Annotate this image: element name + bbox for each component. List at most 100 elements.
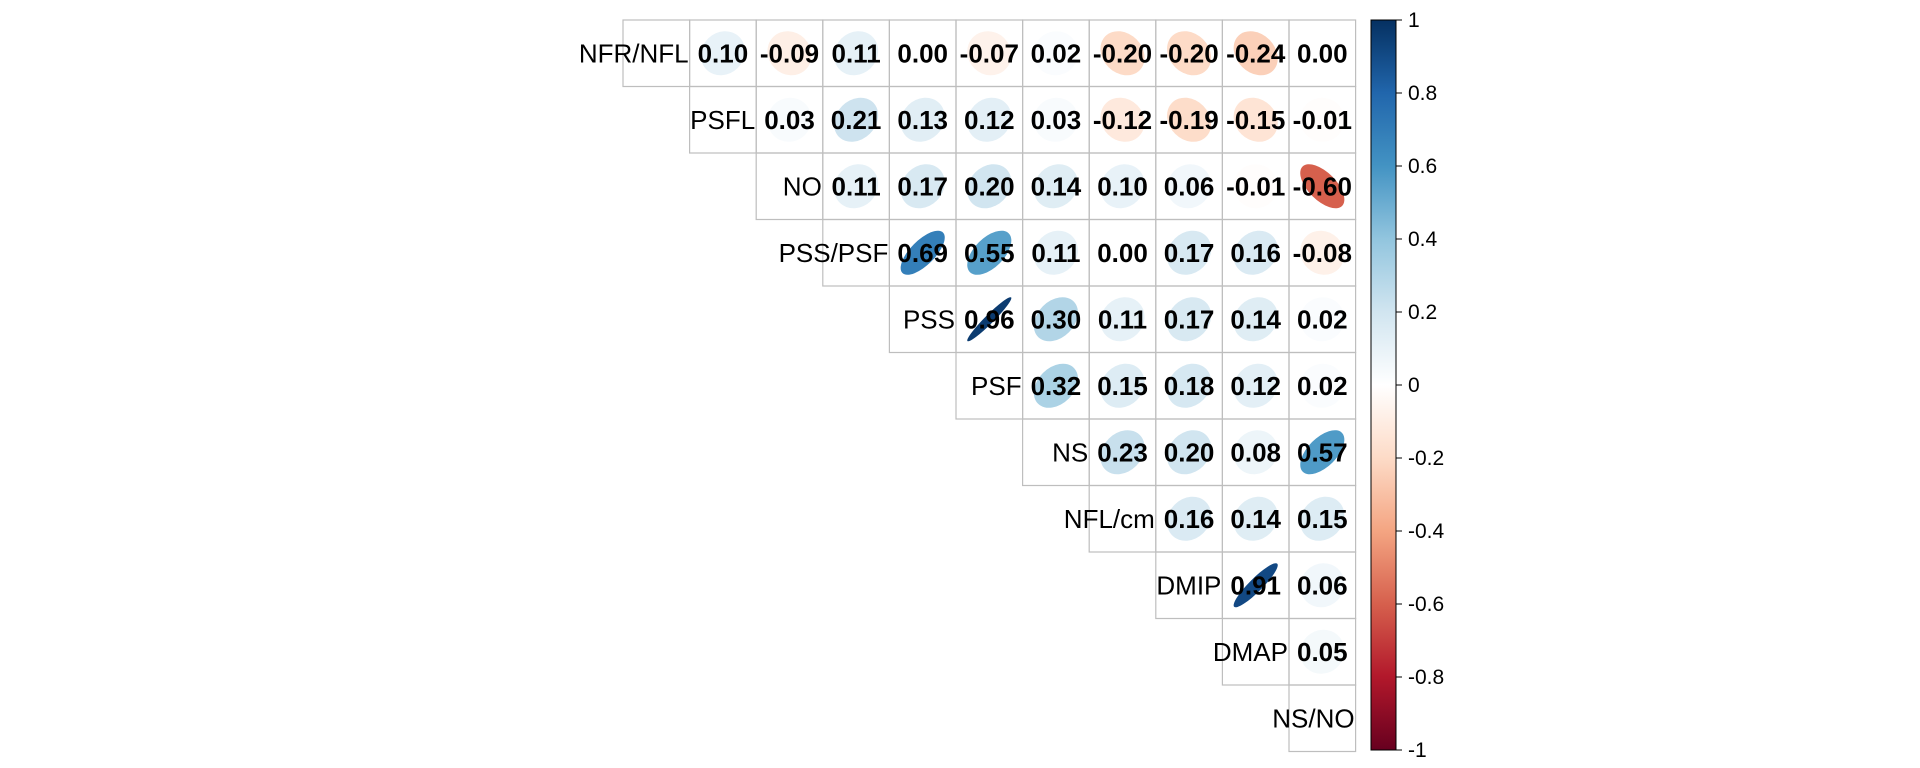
correlation-value-label: 0.02 — [1297, 304, 1348, 334]
variable-label: DMIP — [1156, 570, 1221, 600]
correlation-ellipse — [1033, 97, 1078, 142]
correlation-value-label: -0.24 — [1226, 38, 1286, 68]
correlation-ellipse — [1100, 430, 1145, 475]
correlation-value-label: 0.32 — [1031, 371, 1082, 401]
colorbar-tick-label: -0.2 — [1408, 447, 1444, 470]
correlation-ellipse — [1233, 430, 1278, 475]
correlation-ellipse — [1167, 31, 1212, 76]
correlation-value-label: 0.11 — [1031, 238, 1080, 268]
correlation-ellipse — [1167, 97, 1212, 142]
correlation-ellipse — [834, 97, 879, 142]
colorbar-tick-label: 1 — [1408, 9, 1420, 32]
correlation-value-label: 0.08 — [1230, 437, 1281, 467]
correlation-value-label: 0.00 — [1097, 238, 1148, 268]
correlation-ellipse — [967, 230, 1012, 275]
colorbar-gradient — [1370, 19, 1397, 751]
correlation-ellipse — [1300, 563, 1345, 608]
variable-label: PSS/PSF — [779, 238, 889, 268]
colorbar: 1 0.8 0.6 0.4 0.2 0 -0.2 -0.4 -0.6 -0.8 -1 — [1370, 9, 1445, 762]
correlation-value-label: 0.13 — [897, 105, 948, 135]
variable-label: PSS — [903, 304, 955, 334]
correlation-value-label: 0.18 — [1164, 371, 1215, 401]
correlation-ellipse — [1233, 31, 1278, 76]
correlation-value-label: 0.23 — [1097, 437, 1148, 467]
colorbar-tick-label: 0.4 — [1408, 228, 1438, 251]
matrix-grid — [622, 19, 1357, 753]
ellipse-layer — [700, 31, 1345, 674]
correlation-ellipse — [1300, 97, 1345, 142]
correlation-value-label: 0.20 — [964, 171, 1015, 201]
correlation-value-label: 0.11 — [832, 38, 881, 68]
correlation-value-label: 0.15 — [1297, 504, 1348, 534]
correlation-value-label: 0.16 — [1164, 504, 1215, 534]
correlation-ellipse — [900, 164, 945, 209]
variable-label: NFR/NFL — [579, 38, 689, 68]
correlation-value-label: 0.11 — [832, 171, 881, 201]
correlation-value-label: -0.60 — [1293, 171, 1352, 201]
correlation-value-label: 0.10 — [698, 38, 749, 68]
correlation-ellipse — [1100, 164, 1145, 209]
correlation-ellipse — [967, 297, 1012, 342]
correlation-ellipse — [1233, 97, 1278, 142]
correlation-ellipse — [1300, 430, 1345, 475]
correlation-ellipse — [700, 31, 745, 76]
correlation-value-label: 0.16 — [1230, 238, 1281, 268]
correlation-value-label: 0.12 — [964, 105, 1015, 135]
correlation-ellipse — [1300, 629, 1345, 674]
correlation-ellipse — [1233, 297, 1278, 342]
correlation-value-label: -0.12 — [1093, 105, 1152, 135]
variable-label: NS/NO — [1272, 703, 1354, 733]
correlation-ellipse — [767, 97, 812, 142]
correlation-value-label: -0.01 — [1226, 171, 1285, 201]
correlation-ellipse — [1033, 31, 1078, 76]
correlation-value-label: -0.15 — [1226, 105, 1285, 135]
correlation-ellipse — [1300, 230, 1345, 275]
grid-cell — [1288, 684, 1357, 753]
correlation-ellipse — [1300, 297, 1345, 342]
correlation-ellipse — [1100, 31, 1145, 76]
correlation-ellipse — [834, 31, 879, 76]
colorbar-tick-label: -0.8 — [1408, 666, 1444, 689]
variable-label: DMAP — [1213, 637, 1288, 667]
correlation-ellipse — [1233, 230, 1278, 275]
correlation-value-label: 0.17 — [1164, 304, 1215, 334]
variable-label: NS — [1052, 437, 1088, 467]
correlation-value-label: 0.55 — [964, 238, 1015, 268]
correlation-value-label: -0.20 — [1159, 38, 1218, 68]
correlation-value-label: -0.09 — [760, 38, 819, 68]
correlation-value-label: 0.17 — [897, 171, 948, 201]
label-layer: NFR/NFL PSFL NO PSS/PSF PSS PSF NS NFL/cm DMIP DM… — [579, 38, 1355, 733]
correlation-ellipse — [1233, 563, 1278, 608]
correlation-value-label: -0.20 — [1093, 38, 1152, 68]
correlation-value-label: -0.19 — [1159, 105, 1218, 135]
correlation-ellipse — [1033, 297, 1078, 342]
colorbar-tick-label: 0.2 — [1408, 301, 1437, 324]
correlation-ellipse — [1100, 297, 1145, 342]
correlation-value-label: 0.20 — [1164, 437, 1215, 467]
correlation-value-label: -0.01 — [1293, 105, 1352, 135]
correlation-value-label: 0.10 — [1097, 171, 1148, 201]
correlation-value-label: 0.05 — [1297, 637, 1348, 667]
correlation-value-label: 0.14 — [1230, 504, 1281, 534]
correlation-value-label: 0.14 — [1230, 304, 1281, 334]
correlation-ellipse — [1300, 363, 1345, 408]
variable-label: NO — [783, 171, 822, 201]
colorbar-tick-label: 0.8 — [1408, 82, 1437, 105]
correlation-value-label: 0.02 — [1297, 371, 1348, 401]
colorbar-tick-label: -1 — [1408, 739, 1427, 762]
correlation-ellipse — [1033, 230, 1078, 275]
correlation-ellipse — [1167, 363, 1212, 408]
correlation-ellipse — [967, 31, 1012, 76]
correlation-ellipse — [1167, 230, 1212, 275]
correlation-value-label: 0.03 — [1031, 105, 1082, 135]
correlation-value-label: -0.08 — [1293, 238, 1352, 268]
correlation-ellipse — [1300, 496, 1345, 541]
colorbar-tick-label: -0.4 — [1408, 520, 1445, 543]
correlation-ellipse — [967, 97, 1012, 142]
correlation-ellipse — [1033, 363, 1078, 408]
correlation-ellipse — [1100, 97, 1145, 142]
correlation-value-label: 0.69 — [897, 238, 948, 268]
correlation-value-label: 0.30 — [1031, 304, 1082, 334]
correlation-value-label: 0.91 — [1230, 570, 1281, 600]
